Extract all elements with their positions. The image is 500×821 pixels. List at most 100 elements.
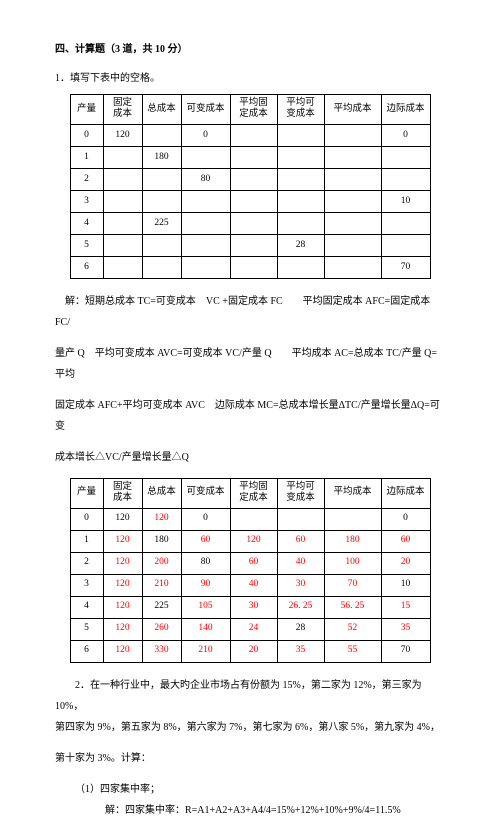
table-cell: 20 [381,552,430,574]
table-cell [277,212,324,234]
table-cell: 5 [70,618,103,640]
table-cell: 0 [381,508,430,530]
table-cell: 3 [70,574,103,596]
table-cell [103,256,142,278]
table-cell [103,146,142,168]
table-cell: 120 [103,508,142,530]
problem-1-text: 1．填写下表中的空格。 [55,69,445,84]
table-cell: 210 [142,574,181,596]
table-row: 012012000 [70,508,430,530]
section-title: 四、计算题（3 道，共 10 分） [55,40,445,55]
problem-2-line-1: 2．在一种行业中，最大旳企业市场占有份额为 15%，第二家为 12%，第三家为 … [55,675,445,717]
table-cell: 10 [381,574,430,596]
table-cell: 35 [381,618,430,640]
explain-line-3: 固定成本 AFC+平均可变成本 AVC 边际成本 MC=总成本增长量ΔTC/产量… [55,395,445,437]
table-row: 212020080604010020 [70,552,430,574]
problem-2-line-3: 第十家为 3%。计算： [55,748,445,769]
table-cell: 3 [70,190,103,212]
table-cell: 260 [142,618,181,640]
table-cell: 90 [181,574,230,596]
table-cell: 40 [230,574,277,596]
table-1: 产量固定成本总成本可变成本平均固定成本平均可变成本平均成本边际成本 012000… [70,94,431,279]
table-cell [324,124,381,146]
table-cell [103,190,142,212]
table-header: 平均固定成本 [230,478,277,508]
table-cell [324,190,381,212]
table-cell: 60 [230,552,277,574]
table-cell [142,256,181,278]
table-cell: 0 [70,508,103,530]
table-cell: 20 [230,640,277,662]
table-row: 1120180601206018060 [70,530,430,552]
table-cell [230,234,277,256]
table-cell [181,256,230,278]
table-cell: 40 [277,552,324,574]
table-header: 总成本 [142,95,181,125]
problem-2-line-2: 第四家为 9%，第五家为 8%，第六家为 7%，第七家为 6%，第八家 5%，第… [55,717,445,738]
table-cell: 6 [70,256,103,278]
table-header: 平均固定成本 [230,95,277,125]
table-cell: 5 [70,234,103,256]
table-cell: 15 [381,596,430,618]
table-cell: 120 [142,508,181,530]
table-cell: 30 [230,596,277,618]
table-cell: 1 [70,146,103,168]
table-cell: 140 [181,618,230,640]
table-cell [381,212,430,234]
table-cell [103,168,142,190]
table-cell: 80 [181,552,230,574]
table-cell [277,124,324,146]
table-header: 产量 [70,95,103,125]
table-cell [230,124,277,146]
table-cell: 56. 25 [324,596,381,618]
table-cell: 0 [181,508,230,530]
table-cell: 24 [230,618,277,640]
table-header: 固定成本 [103,95,142,125]
table-header: 边际成本 [381,478,430,508]
table-cell: 120 [103,530,142,552]
table-cell: 0 [70,124,103,146]
table-header: 平均可变成本 [277,478,324,508]
table-cell: 35 [277,640,324,662]
table-cell: 2 [70,552,103,574]
table-cell [230,508,277,530]
table-cell: 28 [277,234,324,256]
table-row: 612033021020355570 [70,640,430,662]
table-cell [181,190,230,212]
problem-2-sol1: 解：四家集中率：R=A1+A2+A3+A4/4=15%+12%+10%+9%/4… [55,800,445,821]
table-cell: 60 [381,530,430,552]
table-cell [181,146,230,168]
table-cell: 52 [324,618,381,640]
table-cell [277,168,324,190]
table-cell: 120 [103,124,142,146]
table-cell [181,212,230,234]
table-cell [230,146,277,168]
table-cell [381,234,430,256]
table-row: 670 [70,256,430,278]
table-header: 平均成本 [324,478,381,508]
table-header: 固定成本 [103,478,142,508]
table-row: 310 [70,190,430,212]
table-cell: 120 [103,552,142,574]
table-cell [277,146,324,168]
table-cell: 120 [103,618,142,640]
table-row: 1 180 [70,146,430,168]
table-cell: 120 [103,640,142,662]
table-cell: 225 [142,212,181,234]
table-cell: 100 [324,552,381,574]
table-row: 5 28 [70,234,430,256]
table-cell: 70 [381,640,430,662]
problem-2-q1: （1）四家集中率； [55,779,445,800]
table-cell [381,146,430,168]
table-cell: 180 [142,146,181,168]
table-cell [324,256,381,278]
table-cell [324,168,381,190]
table-row: 512026014024285235 [70,618,430,640]
table-header: 平均成本 [324,95,381,125]
table-cell: 70 [324,574,381,596]
table-cell [324,146,381,168]
table-header: 可变成本 [181,478,230,508]
table-row: 012000 [70,124,430,146]
table-cell [277,256,324,278]
table-cell [142,190,181,212]
